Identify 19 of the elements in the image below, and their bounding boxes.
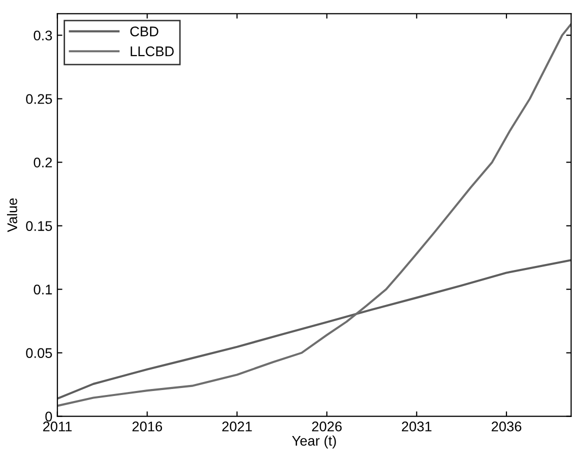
x-tick-label: 2026 [312,422,342,432]
x-tick-label: 2021 [222,422,252,432]
y-tick-label: 0.3 [34,30,52,40]
x-tick-label: 2036 [492,422,522,432]
y-axis-title: Value [7,198,18,232]
y-tick-label: 0.15 [26,221,52,231]
legend-label: LLCBD [130,46,174,56]
line-series [57,259,572,400]
y-tick-label: 0.25 [26,94,52,104]
x-axis-title: Year (t) [292,436,336,448]
y-tick-label: 0.05 [26,348,52,358]
x-tick-label: 2011 [43,422,72,432]
x-tick-label: 2016 [132,422,162,432]
x-tick-label: 2031 [402,422,432,432]
legend-label: CBD [130,26,158,36]
y-tick-label: 0 [45,412,52,422]
y-tick-label: 0.2 [34,158,52,168]
line-series [57,23,572,407]
y-tick-label: 0.1 [34,284,52,294]
